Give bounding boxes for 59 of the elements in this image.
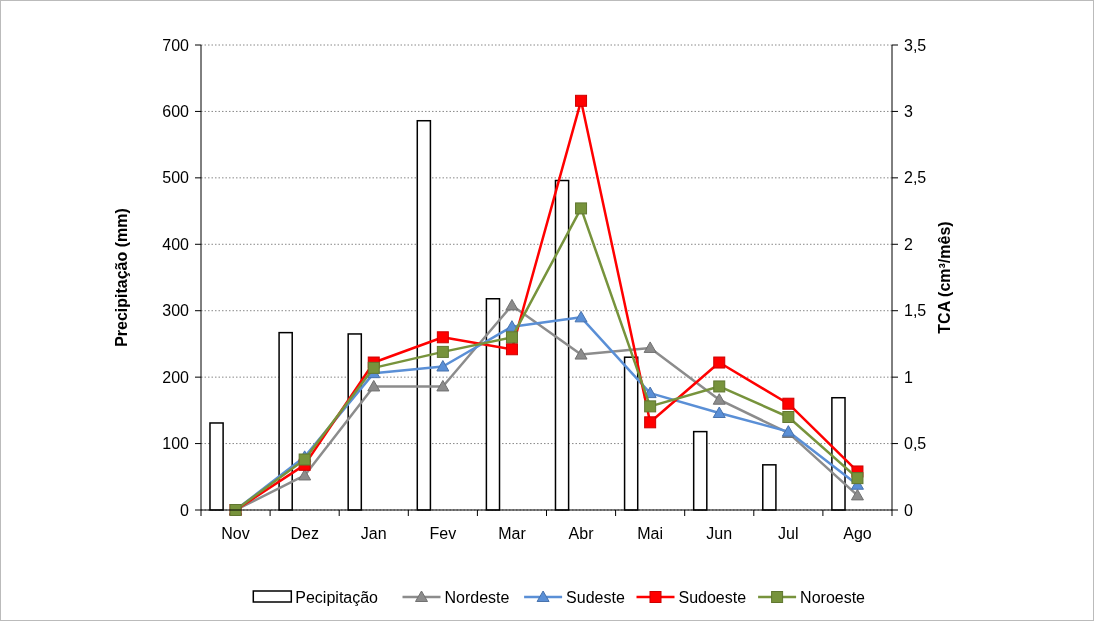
x-tick-label: Jan [360, 525, 387, 542]
point [505, 331, 518, 344]
x-tick-label: Ago [843, 525, 872, 542]
point [850, 488, 864, 501]
y-tick-label: 700 [162, 36, 190, 54]
x-tick-label: Jun [706, 525, 733, 542]
y2-tick-label: 1 [904, 368, 913, 386]
point [505, 298, 519, 311]
legend-label: Noroeste [800, 588, 866, 606]
x-tick-label: Abr [568, 525, 595, 542]
point [644, 400, 657, 413]
y2-tick-label: 1,5 [904, 302, 927, 320]
y2-tick-label: 3 [904, 103, 913, 121]
point [574, 348, 588, 360]
y-tick-label: 500 [162, 169, 190, 187]
point [782, 411, 795, 423]
point [713, 356, 726, 369]
point [367, 379, 381, 392]
point [643, 341, 657, 353]
x-tick-label: Jul [778, 525, 799, 542]
x-tick-label: Mai [637, 525, 664, 542]
x-tick-label: Mar [498, 525, 527, 542]
point [575, 94, 588, 107]
legend-label: Sudoeste [678, 588, 747, 606]
y-tick-label: 0 [180, 501, 190, 519]
y-tick-label: 100 [162, 435, 190, 453]
y2-axis-title: TCA (cm³/mês) [936, 221, 953, 334]
point [436, 345, 449, 358]
y-tick-label: 400 [162, 235, 190, 253]
point [713, 380, 726, 393]
y2-tick-label: 0 [904, 501, 913, 519]
point [851, 472, 864, 485]
point [436, 379, 450, 392]
point [505, 343, 518, 356]
x-tick-label: Fev [429, 525, 457, 542]
point [436, 331, 449, 344]
point [574, 310, 588, 323]
point [367, 361, 380, 374]
point [644, 416, 657, 429]
point [712, 393, 726, 405]
point [782, 397, 795, 410]
y2-tick-label: 2,5 [904, 169, 927, 187]
point [298, 453, 311, 466]
y-tick-label: 300 [162, 302, 190, 320]
point [298, 468, 312, 481]
legend-label: Sudeste [566, 588, 625, 606]
y-axis-title: Precipitação (mm) [113, 208, 130, 347]
y2-tick-label: 0,5 [904, 435, 927, 453]
point [712, 406, 726, 419]
point [575, 202, 588, 215]
legend-label: Nordeste [444, 588, 510, 606]
x-tick-label: Nov [221, 525, 250, 542]
y2-tick-label: 3,5 [904, 36, 927, 54]
x-tick-label: Dez [290, 525, 319, 542]
y2-tick-label: 2 [904, 235, 913, 253]
y-tick-label: 200 [162, 368, 190, 386]
legend-label: Pecipitação [295, 588, 379, 606]
point [436, 360, 450, 372]
y-tick-label: 600 [162, 103, 190, 121]
